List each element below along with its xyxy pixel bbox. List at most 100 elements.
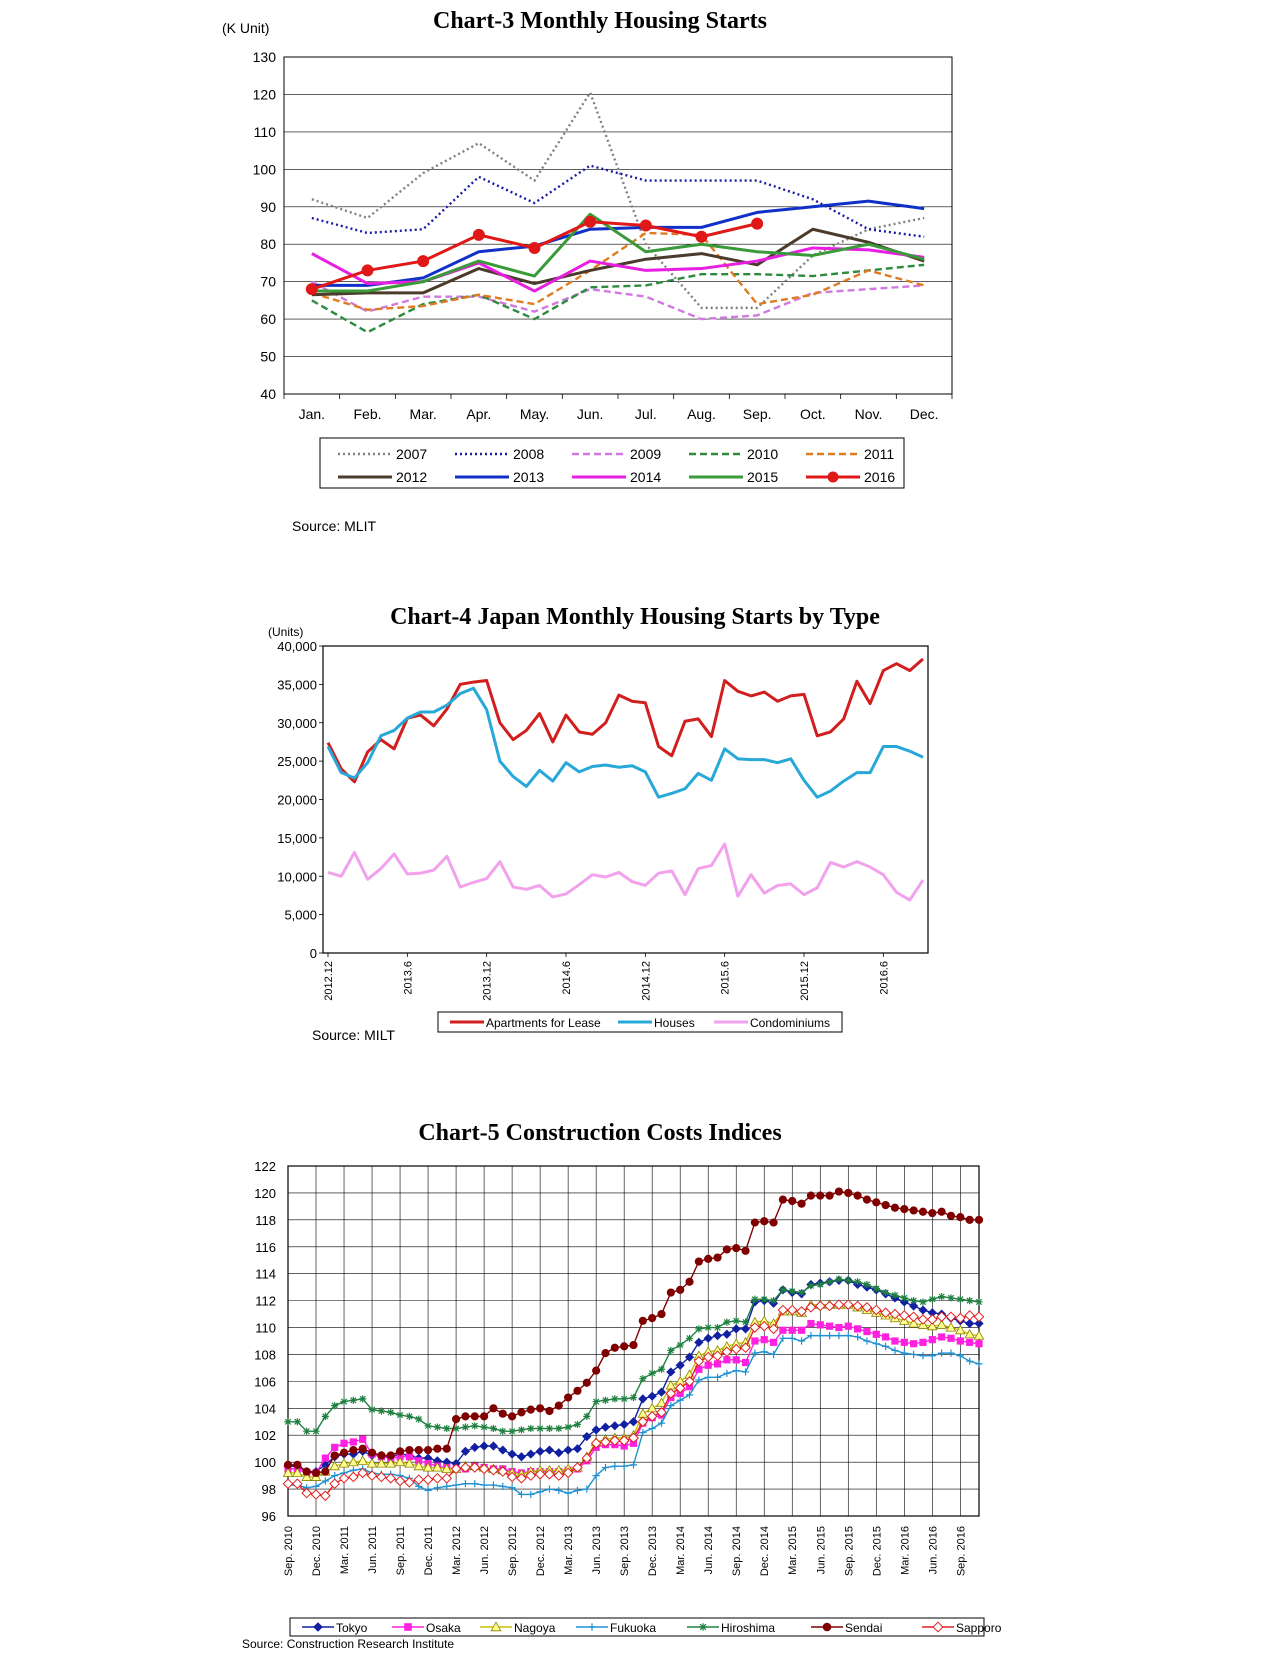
chart4-y-tick-label: 5,000: [284, 908, 317, 923]
chart5-data-point: [404, 1477, 415, 1488]
chart5-data-point: [573, 1420, 582, 1429]
chart5-data-point: [619, 1419, 629, 1430]
chart3-x-tick-label: Dec.: [910, 406, 939, 422]
chart5-data-point: [769, 1350, 778, 1359]
chart5-y-tick-label: 106: [254, 1374, 276, 1389]
chart5-data-point: [377, 1407, 385, 1415]
chart5-data-point: [721, 1346, 733, 1358]
chart5-data-point: [945, 1322, 957, 1332]
chart5-data-point: [321, 1477, 329, 1485]
chart5-data-point: [824, 1300, 835, 1312]
chart3-legend-label: 2016: [864, 469, 895, 485]
chart5-data-point: [545, 1406, 554, 1416]
chart5-data-point: [910, 1350, 918, 1359]
chart4-title: Chart-4 Japan Monthly Housing Starts by …: [390, 604, 880, 630]
chart5-data-point: [760, 1217, 769, 1226]
chart5-data-point: [816, 1332, 824, 1340]
chart5-data-point: [415, 1415, 423, 1423]
chart5-data-point: [461, 1480, 470, 1488]
chart3-data-point: [751, 217, 764, 230]
chart5-data-point: [797, 1326, 806, 1334]
chart5-data-point: [928, 1209, 937, 1218]
chart5-data-point: [312, 1427, 320, 1435]
chart5-data-point: [321, 1412, 329, 1420]
chart5-data-point: [508, 1484, 516, 1492]
chart5-data-point: [293, 1418, 301, 1426]
chart5-data-point: [889, 1308, 901, 1320]
chart5-data-point: [581, 1452, 593, 1464]
chart5-data-point: [413, 1460, 425, 1471]
chart3-y-tick-label: 90: [260, 199, 276, 215]
chart5-data-point: [433, 1484, 442, 1492]
chart5-data-point: [601, 1463, 610, 1472]
chart5-data-point: [779, 1334, 787, 1342]
chart5-data-point: [975, 1360, 983, 1368]
chart4-plot-area: [322, 645, 929, 954]
chart5-data-point: [544, 1445, 555, 1455]
chart5-data-point: [936, 1311, 947, 1323]
chart5-data-point: [656, 1407, 667, 1418]
chart5-data-point: [620, 1442, 628, 1450]
chart5-data-point: [385, 1473, 397, 1484]
chart5-data-point: [722, 1329, 732, 1339]
chart5-data-point: [732, 1317, 740, 1325]
chart5-data-point: [816, 1280, 824, 1289]
chart5-data-point: [583, 1412, 591, 1420]
chart5-data-point: [526, 1405, 535, 1414]
chart5-y-tick-label: 100: [254, 1455, 276, 1470]
chart5-data-point: [966, 1297, 974, 1305]
chart5-data-point: [910, 1297, 918, 1305]
chart3-y-tick-label: 50: [260, 349, 276, 365]
chart4-x-tick-label: 2014.6: [561, 961, 573, 995]
chart5-data-point: [702, 1351, 714, 1363]
chart5-data-point: [629, 1393, 638, 1402]
chart5-legend-marker: [313, 1622, 323, 1632]
chart5-data-point: [760, 1295, 768, 1303]
chart5-legend: [289, 1617, 985, 1637]
chart5-data-point: [368, 1406, 376, 1414]
chart5-data-point: [648, 1369, 656, 1377]
chart5-data-point: [908, 1311, 919, 1323]
chart5-data-point: [927, 1308, 937, 1318]
chart5-data-point: [562, 1467, 574, 1479]
chart5-legend-marker: [404, 1623, 412, 1631]
chart5-data-point: [338, 1473, 350, 1484]
chart5-x-tick-label: Mar. 2015: [787, 1526, 799, 1575]
chart5-data-point: [536, 1488, 544, 1496]
chart5-source: Source: Construction Research Institute: [242, 1637, 455, 1651]
chart5-data-point: [666, 1288, 675, 1297]
chart4-legend-label: Houses: [654, 1016, 695, 1030]
chart5-data-point: [544, 1468, 555, 1480]
chart5-data-point: [741, 1246, 750, 1255]
chart5-data-point: [601, 1349, 610, 1358]
chart5-data-point: [955, 1324, 966, 1335]
chart3-y-tick-label: 40: [260, 386, 276, 402]
chart5-data-point: [695, 1365, 703, 1373]
chart5-data-point: [620, 1395, 628, 1403]
chart5-data-point: [310, 1489, 322, 1500]
chart5-data-point: [330, 1451, 339, 1460]
chart5-data-point: [870, 1304, 882, 1316]
chart5-data-point: [938, 1349, 946, 1357]
chart5-data-point: [694, 1337, 704, 1347]
chart5-x-tick-label: Sep. 2010: [283, 1526, 295, 1576]
chart5-legend-label: Tokyo: [336, 1621, 368, 1635]
chart5-data-point: [918, 1207, 928, 1216]
chart5-data-point: [628, 1432, 639, 1444]
chart5-data-point: [805, 1302, 817, 1313]
chart5-data-point: [443, 1424, 451, 1433]
chart5-y-tick-label: 116: [255, 1240, 276, 1255]
chart5-data-point: [348, 1456, 359, 1467]
chart3-title: Chart-3 Monthly Housing Starts: [432, 8, 768, 34]
chart5-x-tick-label: Dec. 2014: [759, 1526, 771, 1576]
chart5-data-point: [340, 1439, 348, 1447]
chart5-data-point: [703, 1333, 713, 1343]
chart5-data-point: [814, 1300, 826, 1312]
chart5-data-point: [637, 1416, 649, 1428]
chart5-data-point: [825, 1278, 834, 1286]
chart5-data-point: [592, 1472, 600, 1480]
chart5-data-point: [413, 1474, 425, 1485]
chart5-data-point: [497, 1466, 509, 1477]
chart5-data-point: [854, 1325, 862, 1333]
chart5-data-point: [768, 1323, 779, 1335]
